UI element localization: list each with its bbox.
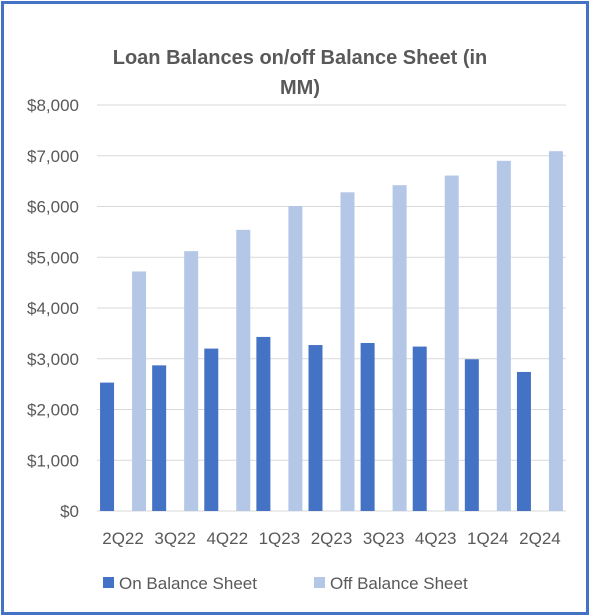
bar-off-4q22 <box>236 229 251 511</box>
y-tick-label: $4,000 <box>27 299 79 318</box>
bar-on-2q23 <box>308 345 323 511</box>
x-tick-label: 1Q23 <box>259 529 301 548</box>
chart-title-line-1: Loan Balances on/off Balance Sheet (in <box>113 47 488 69</box>
legend-label-off: Off Balance Sheet <box>330 574 468 593</box>
y-tick-label: $2,000 <box>27 401 79 420</box>
x-tick-label: 4Q23 <box>415 529 457 548</box>
x-tick-label: 2Q23 <box>311 529 353 548</box>
bars <box>100 151 563 512</box>
x-axis-ticks: 2Q22 3Q22 4Q22 1Q23 2Q23 3Q23 4Q23 1Q24 2Q24 <box>102 529 560 548</box>
bar-on-2q22 <box>100 382 115 511</box>
y-tick-label: $3,000 <box>27 350 79 369</box>
bar-on-2q24 <box>516 371 531 511</box>
bar-off-2q23 <box>340 192 355 512</box>
x-tick-label: 3Q23 <box>363 529 405 548</box>
bar-on-4q23 <box>412 346 427 511</box>
x-tick-label: 2Q24 <box>519 529 561 548</box>
y-tick-label: $1,000 <box>27 451 79 470</box>
bar-on-3q23 <box>360 343 375 511</box>
bar-on-1q23 <box>256 336 271 511</box>
y-tick-label: $0 <box>60 502 79 521</box>
gridlines <box>97 104 566 512</box>
bar-on-4q22 <box>204 348 219 511</box>
bar-off-1q24 <box>496 160 511 511</box>
x-tick-label: 2Q22 <box>102 529 144 548</box>
y-tick-label: $8,000 <box>27 96 79 115</box>
x-tick-label: 1Q24 <box>467 529 509 548</box>
x-tick-label: 3Q22 <box>154 529 196 548</box>
bar-off-1q23 <box>288 205 303 511</box>
legend-swatch-on <box>103 577 114 588</box>
bar-off-4q23 <box>444 175 459 512</box>
chart-title-line-2: MM) <box>280 77 320 99</box>
bar-on-1q24 <box>464 359 479 511</box>
y-axis-ticks: $0 $1,000 $2,000 $3,000 $4,000 $5,000 $6,000 $7… <box>27 96 79 521</box>
loan-balance-chart: Loan Balances on/off Balance Sheet (in M… <box>27 47 566 593</box>
bar-off-2q22 <box>132 271 147 511</box>
legend-label-on: On Balance Sheet <box>119 574 257 593</box>
bar-off-3q22 <box>184 251 199 511</box>
bar-off-2q24 <box>548 151 563 511</box>
y-tick-label: $5,000 <box>27 248 79 267</box>
bar-on-3q22 <box>152 365 167 511</box>
chart-title: Loan Balances on/off Balance Sheet (in M… <box>113 47 488 99</box>
legend: On Balance Sheet Off Balance Sheet <box>103 574 468 593</box>
x-tick-label: 4Q22 <box>206 529 248 548</box>
bar-off-3q23 <box>392 185 407 511</box>
y-tick-label: $6,000 <box>27 198 79 217</box>
y-tick-label: $7,000 <box>27 147 79 166</box>
legend-swatch-off <box>314 577 325 588</box>
